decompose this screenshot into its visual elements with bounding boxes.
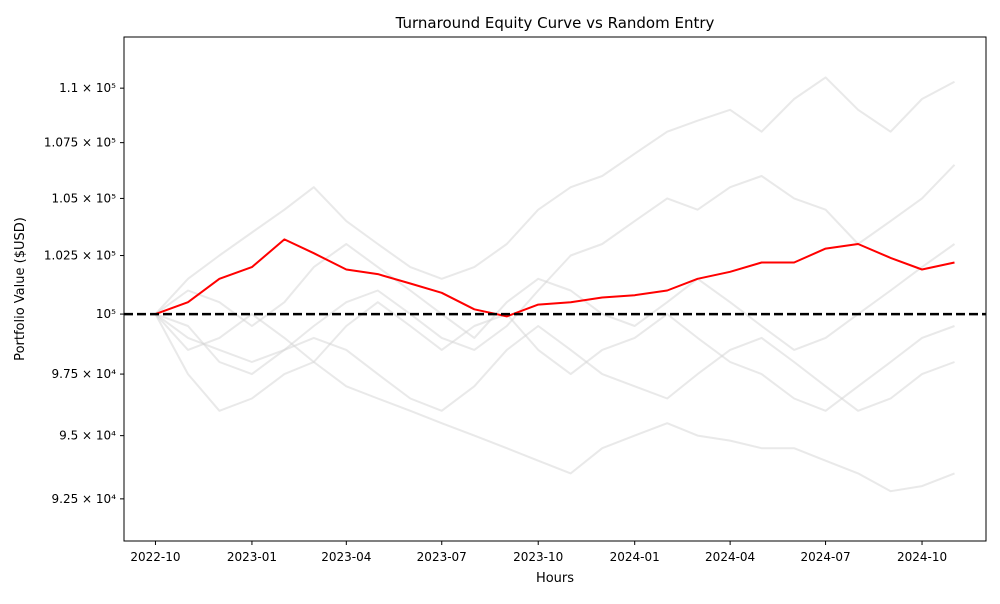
plot-frame bbox=[123, 36, 987, 542]
y-tick-label: 1.1 × 10⁵ bbox=[59, 81, 116, 95]
y-tick-label: 9.25 × 10⁴ bbox=[52, 492, 117, 506]
y-tick-label: 9.75 × 10⁴ bbox=[52, 367, 117, 381]
x-tick-label: 2023-07 bbox=[417, 550, 467, 564]
x-tick-label: 2024-07 bbox=[800, 550, 850, 564]
equity-line bbox=[154, 301, 955, 412]
y-axis-label: Portfolio Value ($USD) bbox=[13, 217, 28, 361]
x-tick-label: 2024-10 bbox=[897, 550, 947, 564]
x-axis-label: Hours bbox=[536, 571, 574, 586]
y-tick-label: 1.025 × 10⁵ bbox=[44, 249, 116, 263]
x-tick-label: 2023-10 bbox=[513, 550, 563, 564]
x-tick-label: 2023-01 bbox=[227, 550, 277, 564]
equity-line bbox=[154, 76, 955, 315]
y-tick-label: 1.05 × 10⁵ bbox=[52, 191, 117, 205]
y-tick-label: 9.5 × 10⁴ bbox=[59, 429, 116, 443]
equity-line bbox=[154, 313, 955, 493]
equity-line bbox=[155, 313, 955, 412]
y-tick-label: 1.075 × 10⁵ bbox=[44, 136, 116, 150]
x-tick-label: 2022-10 bbox=[130, 550, 180, 564]
x-tick-label: 2024-01 bbox=[610, 550, 660, 564]
x-tick-label: 2023-04 bbox=[321, 550, 371, 564]
chart-title: Turnaround Equity Curve vs Random Entry bbox=[395, 14, 715, 32]
y-tick-label: 10⁵ bbox=[96, 307, 116, 321]
equity-line bbox=[154, 164, 956, 363]
x-tick-label: 2024-04 bbox=[705, 550, 755, 564]
equity-line bbox=[155, 238, 955, 318]
equity-line bbox=[154, 243, 956, 351]
